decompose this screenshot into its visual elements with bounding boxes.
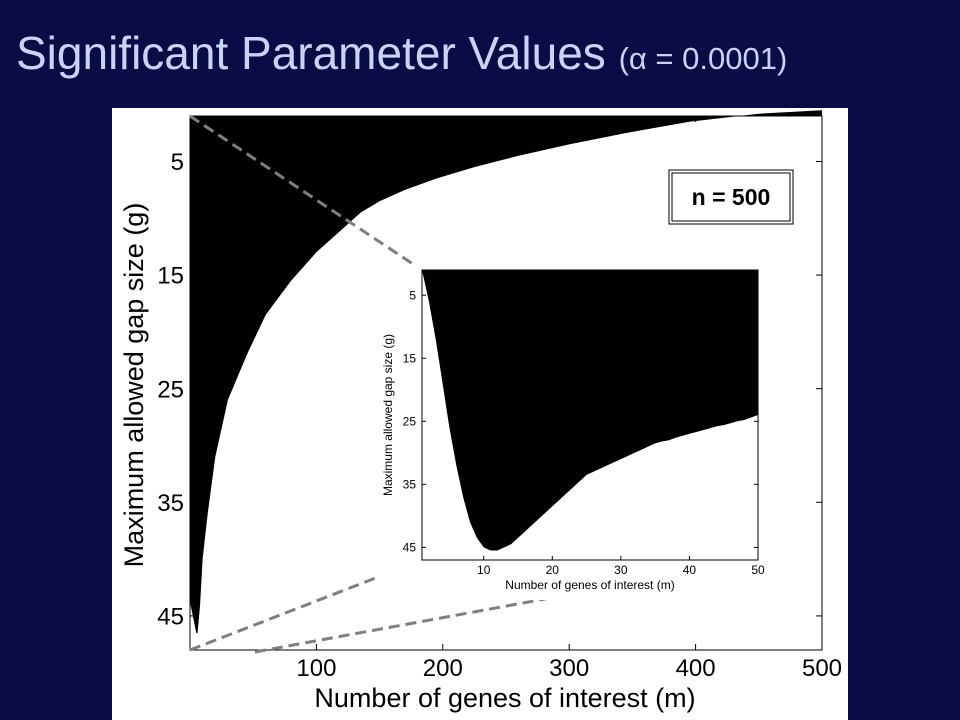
inset-plot-frame [421, 269, 759, 561]
main-x-tick-labels: 100 200 300 400 500 [296, 655, 842, 682]
main-significant-region [190, 110, 822, 634]
inset-plot: 10 20 30 40 50 5 15 25 35 45 Number of genes of … [381, 269, 765, 592]
inset-y-tick-label: 25 [403, 415, 417, 429]
main-x-tick-label: 100 [296, 655, 336, 682]
main-y-tick-label: 25 [157, 376, 184, 403]
inset-x-axis-label: Number of genes of interest (m) [505, 578, 674, 592]
main-y-tick-labels: 5 15 25 35 45 [157, 149, 184, 630]
main-x-tick-label: 300 [549, 655, 589, 682]
inset-tick-marks [422, 270, 759, 560]
slide-title: Significant Parameter Values (α = 0.0001… [16, 30, 787, 76]
main-plot: 100 200 300 400 500 5 15 25 35 45 Number of gene… [119, 110, 842, 713]
inset-y-tick-label: 35 [403, 478, 417, 492]
zoom-line-upper [189, 114, 423, 272]
main-y-axis-label: Maximum allowed gap size (g) [119, 203, 149, 568]
inset-significant-region [422, 270, 758, 551]
title-alpha: (α = 0.0001) [618, 41, 788, 76]
inset-y-tick-labels: 5 15 25 35 45 [403, 289, 417, 555]
main-x-tick-label: 500 [802, 655, 842, 682]
title-text: Significant Parameter Values [16, 27, 606, 79]
inset-x-tick-label: 50 [751, 563, 765, 577]
inset-y-tick-label: 45 [403, 541, 417, 555]
main-y-tick-label: 45 [157, 604, 184, 631]
inset-x-tick-label: 40 [683, 563, 697, 577]
main-x-axis-label: Number of genes of interest (m) [314, 683, 695, 713]
inset-x-tick-label: 30 [614, 563, 628, 577]
inset-y-tick-label: 5 [409, 289, 416, 303]
inset-y-axis-label: Maximum allowed gap size (g) [381, 334, 395, 496]
n-annotation-box: n = 500 [668, 169, 794, 225]
inset-x-tick-label: 20 [546, 563, 560, 577]
main-tick-marks [190, 116, 823, 650]
main-y-tick-label: 5 [171, 149, 184, 176]
n-annotation: n = 500 [692, 184, 771, 210]
main-y-tick-label: 15 [157, 263, 184, 290]
main-plot-frame [189, 115, 823, 651]
main-x-tick-label: 400 [676, 655, 716, 682]
inset-x-tick-labels: 10 20 30 40 50 [477, 563, 765, 577]
inset-y-tick-label: 15 [403, 352, 417, 366]
main-y-tick-label: 35 [157, 490, 184, 517]
main-x-tick-label: 200 [423, 655, 463, 682]
inset-x-tick-label: 10 [477, 563, 491, 577]
